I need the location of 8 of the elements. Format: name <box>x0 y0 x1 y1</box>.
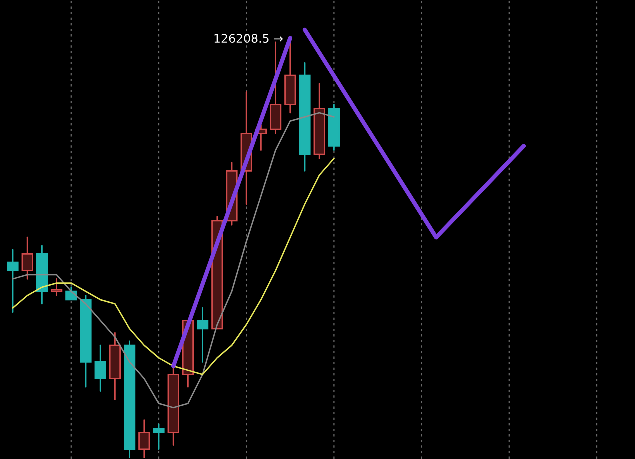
candlestick <box>50 278 63 296</box>
candlestick <box>7 249 19 314</box>
candlestick <box>153 424 165 450</box>
annotation: 126208.5 → <box>214 34 283 44</box>
candlestick <box>94 344 106 392</box>
candlestick <box>138 420 150 458</box>
candlestick <box>22 236 34 280</box>
candlestick <box>196 308 209 363</box>
